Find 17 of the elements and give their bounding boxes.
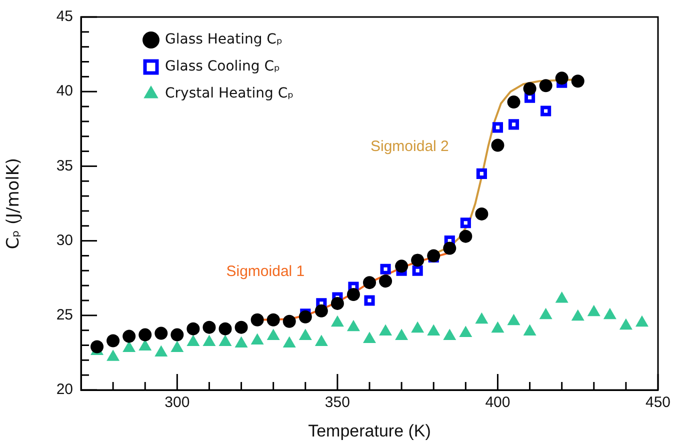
text: Sigmoidal 2 xyxy=(370,138,449,155)
y-tick-label: 20 xyxy=(56,381,73,398)
x-tick-label: 350 xyxy=(324,394,350,412)
text: Sigmoidal 1 xyxy=(226,263,305,280)
x-tick-label: 400 xyxy=(485,394,510,412)
x-axis-title: Temperature (K) xyxy=(308,421,431,440)
y-axis-title: Cₚ (J/molK) xyxy=(4,158,24,250)
legend-label: Glass Heating Cₚ xyxy=(165,32,282,48)
y-tick-label: 30 xyxy=(56,232,73,249)
y-tick-label: 45 xyxy=(56,8,73,26)
x-tick-label: 450 xyxy=(645,394,671,412)
y-tick-label: 35 xyxy=(56,157,73,174)
legend-label: Crystal Heating Cₚ xyxy=(165,86,294,102)
x-tick-label: 300 xyxy=(164,394,190,412)
y-tick-label: 25 xyxy=(56,306,73,324)
y-tick-label: 40 xyxy=(56,82,73,100)
legend-label: Glass Cooling Cₚ xyxy=(165,58,280,75)
